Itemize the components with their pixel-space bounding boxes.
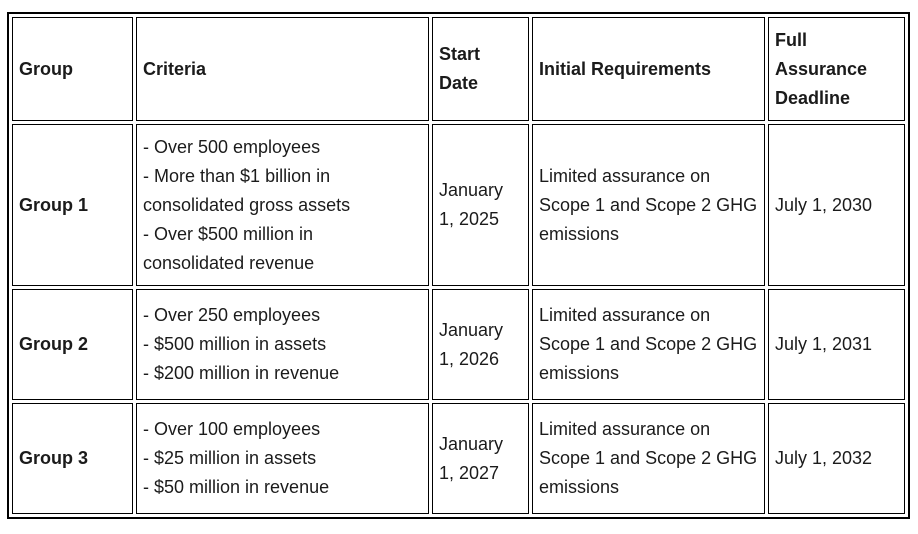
table-header: Group Criteria Start Date Initial Requir…	[12, 17, 905, 121]
header-row: Group Criteria Start Date Initial Requir…	[12, 17, 905, 121]
column-header-full-assurance-deadline: Full Assurance Deadline	[768, 17, 905, 121]
group-cell: Group 1	[12, 124, 133, 286]
full-assurance-deadline-cell: July 1, 2031	[768, 289, 905, 400]
table-row-group-1: Group 1 - Over 500 employees - More than…	[12, 124, 905, 286]
group-cell: Group 3	[12, 403, 133, 514]
criteria-cell: - Over 500 employees - More than $1 bill…	[136, 124, 429, 286]
start-date-cell: January 1, 2027	[432, 403, 529, 514]
initial-requirements-cell: Limited assurance on Scope 1 and Scope 2…	[532, 124, 765, 286]
table-row-group-2: Group 2 - Over 250 employees - $500 mill…	[12, 289, 905, 400]
start-date-cell: January 1, 2026	[432, 289, 529, 400]
criteria-cell: - Over 100 employees - $25 million in as…	[136, 403, 429, 514]
assurance-requirements-table: Group Criteria Start Date Initial Requir…	[7, 12, 910, 519]
column-header-start-date: Start Date	[432, 17, 529, 121]
column-header-criteria: Criteria	[136, 17, 429, 121]
start-date-cell: January 1, 2025	[432, 124, 529, 286]
column-header-group: Group	[12, 17, 133, 121]
criteria-cell: - Over 250 employees - $500 million in a…	[136, 289, 429, 400]
group-cell: Group 2	[12, 289, 133, 400]
initial-requirements-cell: Limited assurance on Scope 1 and Scope 2…	[532, 403, 765, 514]
column-header-initial-requirements: Initial Requirements	[532, 17, 765, 121]
table-body: Group 1 - Over 500 employees - More than…	[12, 124, 905, 514]
initial-requirements-cell: Limited assurance on Scope 1 and Scope 2…	[532, 289, 765, 400]
full-assurance-deadline-cell: July 1, 2030	[768, 124, 905, 286]
table-row-group-3: Group 3 - Over 100 employees - $25 milli…	[12, 403, 905, 514]
full-assurance-deadline-cell: July 1, 2032	[768, 403, 905, 514]
